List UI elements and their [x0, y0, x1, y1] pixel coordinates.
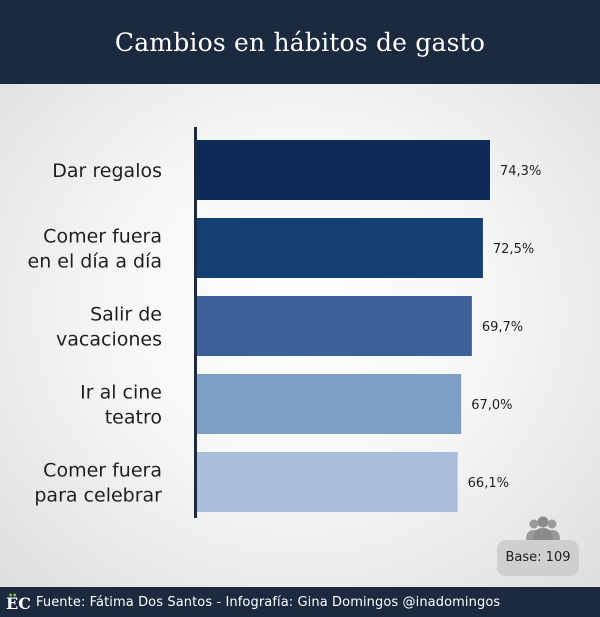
category-label: Dar regalos: [52, 160, 162, 182]
chart-title: Cambios en hábitos de gasto: [114, 27, 486, 57]
bar-3: [197, 296, 472, 356]
category-label: Comer fuera: [43, 226, 162, 248]
category-label: Comer fuera: [43, 460, 162, 482]
footer: •• EC Fuente: Fátima Dos Santos - Infogr…: [0, 587, 600, 617]
logo-text: EC: [6, 594, 31, 613]
bar-1: [197, 140, 490, 200]
bar-chart: 74,3% Dar regalos 72,5% Comer fuera en el dí…: [28, 127, 541, 518]
category-label: vacaciones: [56, 329, 162, 351]
chart-header: Cambios en hábitos de gasto: [0, 0, 600, 84]
bar-5: [197, 452, 458, 512]
value-label: 72,5%: [493, 242, 534, 257]
source-credit: Fuente: Fátima Dos Santos - Infografía: …: [36, 594, 501, 610]
value-label: 69,7%: [482, 320, 523, 335]
brand-logo: •• EC: [6, 590, 31, 613]
y-axis-line: [194, 127, 197, 518]
category-label: en el día a día: [28, 251, 162, 273]
bar-2: [197, 218, 483, 278]
people-icon: [526, 516, 560, 540]
category-label: para celebrar: [34, 485, 162, 507]
category-label: Ir al cine: [80, 382, 162, 404]
bar-4: [197, 374, 462, 434]
value-label: 67,0%: [471, 398, 512, 413]
category-label: Salir de: [90, 304, 162, 326]
value-label: 74,3%: [500, 164, 541, 179]
category-label: teatro: [105, 407, 162, 429]
value-label: 66,1%: [468, 476, 509, 491]
base-label: Base: 109: [505, 550, 571, 565]
logo-dots: ••: [8, 590, 17, 600]
base-badge: Base: 109: [497, 540, 579, 576]
